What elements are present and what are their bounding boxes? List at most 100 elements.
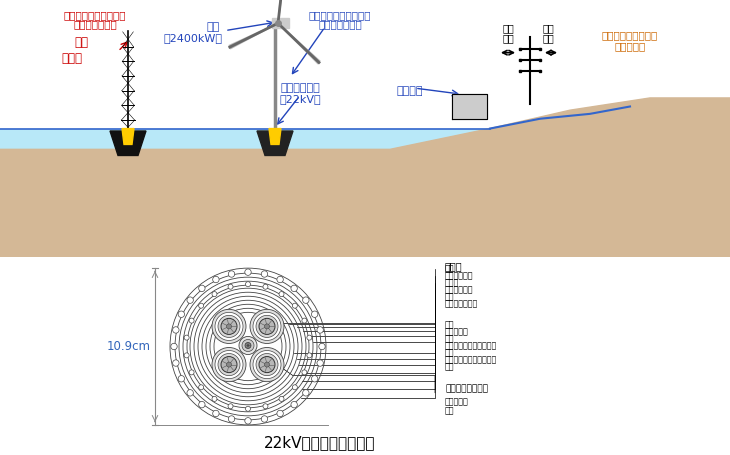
Polygon shape	[272, 18, 289, 28]
Circle shape	[303, 297, 309, 303]
Circle shape	[239, 336, 257, 354]
Circle shape	[317, 360, 323, 366]
Circle shape	[292, 303, 297, 308]
Circle shape	[264, 324, 269, 329]
Text: 押えテープ: 押えテープ	[445, 327, 469, 336]
Circle shape	[226, 324, 231, 329]
Polygon shape	[0, 98, 730, 257]
Circle shape	[261, 271, 268, 277]
Text: 介在: 介在	[445, 320, 455, 329]
Circle shape	[312, 311, 318, 318]
Circle shape	[253, 312, 281, 340]
Circle shape	[228, 404, 233, 409]
Circle shape	[307, 353, 312, 358]
Text: （22kV）: （22kV）	[279, 94, 320, 104]
Circle shape	[189, 318, 194, 323]
Circle shape	[212, 276, 219, 283]
Circle shape	[250, 348, 284, 382]
Circle shape	[199, 303, 204, 308]
Text: 亜鉛メッキ鉄線（下層）: 亜鉛メッキ鉄線（下層）	[445, 341, 497, 350]
Circle shape	[250, 309, 284, 344]
Circle shape	[212, 309, 246, 344]
Circle shape	[245, 343, 251, 349]
Text: 銚子市潮見町などの: 銚子市潮見町などの	[602, 30, 658, 40]
Circle shape	[259, 357, 275, 373]
Text: 光ユニット: 光ユニット	[445, 398, 469, 407]
Circle shape	[218, 315, 240, 338]
Polygon shape	[110, 131, 146, 156]
Text: 送電ケーブル: 送電ケーブル	[280, 83, 320, 93]
Circle shape	[263, 284, 268, 289]
Text: 10.9cm: 10.9cm	[107, 340, 151, 353]
Text: 鉛被: 鉛被	[445, 293, 455, 302]
Polygon shape	[257, 131, 293, 156]
Circle shape	[291, 285, 297, 292]
Polygon shape	[452, 94, 487, 119]
Circle shape	[199, 385, 204, 390]
Circle shape	[178, 375, 185, 382]
Circle shape	[256, 315, 278, 338]
Circle shape	[279, 292, 284, 297]
Circle shape	[212, 396, 217, 401]
Circle shape	[221, 318, 237, 334]
Circle shape	[212, 292, 217, 297]
Circle shape	[173, 360, 179, 366]
Circle shape	[215, 350, 243, 379]
Text: 洋上風況観測システム: 洋上風況観測システム	[64, 10, 126, 20]
Circle shape	[245, 406, 250, 411]
Circle shape	[312, 375, 318, 382]
Circle shape	[307, 335, 312, 340]
Circle shape	[171, 343, 177, 350]
Circle shape	[218, 354, 240, 376]
Circle shape	[228, 271, 235, 277]
Circle shape	[263, 404, 268, 409]
Circle shape	[277, 276, 283, 283]
Circle shape	[184, 353, 189, 358]
Polygon shape	[122, 129, 134, 144]
Text: 研究: 研究	[502, 23, 514, 33]
Circle shape	[212, 410, 219, 417]
Text: 洋上風力発電システム: 洋上風力発電システム	[309, 10, 372, 20]
Circle shape	[184, 335, 189, 340]
Circle shape	[228, 284, 233, 289]
Text: （2400kW）: （2400kW）	[163, 33, 222, 43]
Circle shape	[303, 389, 309, 396]
Text: 鉛被: 鉛被	[445, 407, 455, 416]
Text: 光ファイバ通信線: 光ファイバ通信線	[445, 384, 488, 394]
Polygon shape	[269, 129, 281, 144]
Circle shape	[242, 339, 254, 352]
Text: 絶縁体: 絶縁体	[445, 279, 459, 288]
Circle shape	[292, 385, 297, 390]
Text: タワー: タワー	[61, 52, 82, 65]
Circle shape	[279, 396, 284, 401]
Circle shape	[199, 401, 205, 408]
Text: 当社: 当社	[542, 23, 554, 33]
Polygon shape	[0, 129, 490, 149]
Circle shape	[317, 327, 323, 333]
Text: 内部半導電層: 内部半導電層	[445, 272, 474, 281]
Text: 半導電性テープ: 半導電性テープ	[445, 300, 478, 309]
Circle shape	[256, 354, 278, 376]
Circle shape	[226, 362, 231, 367]
Circle shape	[228, 416, 235, 422]
Text: 観測: 観測	[74, 36, 88, 49]
Text: 座床: 座床	[445, 334, 455, 343]
Circle shape	[261, 416, 268, 422]
Circle shape	[277, 410, 283, 417]
Text: 変電設備: 変電設備	[396, 86, 423, 96]
Polygon shape	[229, 23, 278, 49]
Circle shape	[253, 350, 281, 379]
Text: 風車: 風車	[207, 22, 220, 32]
Text: 系統: 系統	[542, 33, 554, 43]
Text: 実証研究の設備: 実証研究の設備	[73, 20, 117, 30]
Text: 22kV海底送電ケーブル: 22kV海底送電ケーブル	[264, 435, 376, 450]
Polygon shape	[278, 0, 287, 23]
Circle shape	[212, 348, 246, 382]
Circle shape	[302, 370, 307, 375]
Circle shape	[199, 285, 205, 292]
Circle shape	[187, 297, 193, 303]
Circle shape	[264, 362, 269, 367]
Text: 実証研究の設備: 実証研究の設備	[318, 20, 362, 30]
Circle shape	[189, 370, 194, 375]
Circle shape	[245, 282, 250, 287]
